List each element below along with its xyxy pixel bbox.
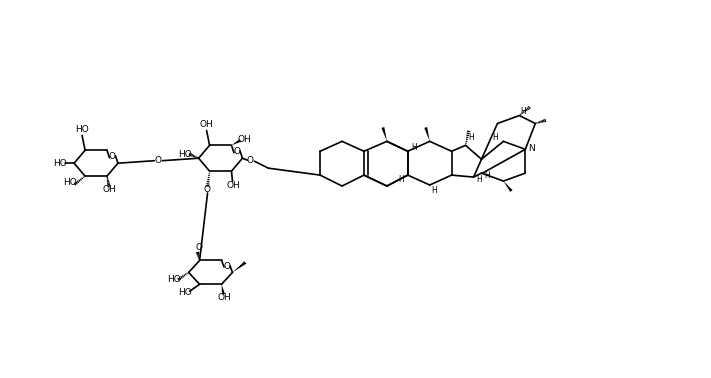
Text: H: H (411, 143, 417, 152)
Text: H: H (520, 107, 526, 116)
Polygon shape (222, 284, 225, 294)
Text: O: O (203, 186, 210, 195)
Text: H: H (469, 133, 474, 142)
Text: O: O (195, 243, 202, 252)
Text: OH: OH (227, 181, 240, 189)
Text: H: H (398, 175, 404, 184)
Text: H: H (431, 186, 437, 195)
Polygon shape (382, 127, 387, 141)
Text: O: O (109, 152, 116, 161)
Text: O: O (233, 147, 240, 156)
Text: HO: HO (53, 159, 67, 168)
Text: HO: HO (75, 125, 89, 134)
Text: O: O (247, 156, 254, 165)
Text: H: H (493, 133, 498, 142)
Text: HO: HO (167, 275, 181, 284)
Text: H: H (485, 170, 491, 180)
Text: O: O (155, 156, 162, 165)
Text: N: N (528, 144, 535, 153)
Text: OH: OH (218, 293, 231, 302)
Text: OH: OH (102, 186, 116, 195)
Text: HO: HO (178, 288, 191, 297)
Text: HO: HO (63, 178, 77, 187)
Text: OH: OH (200, 120, 213, 129)
Text: O: O (223, 262, 230, 271)
Polygon shape (232, 261, 246, 273)
Polygon shape (503, 181, 513, 192)
Polygon shape (424, 127, 429, 141)
Text: HO: HO (178, 150, 191, 159)
Text: H: H (476, 175, 482, 184)
Text: OH: OH (237, 135, 251, 144)
Polygon shape (232, 139, 241, 145)
